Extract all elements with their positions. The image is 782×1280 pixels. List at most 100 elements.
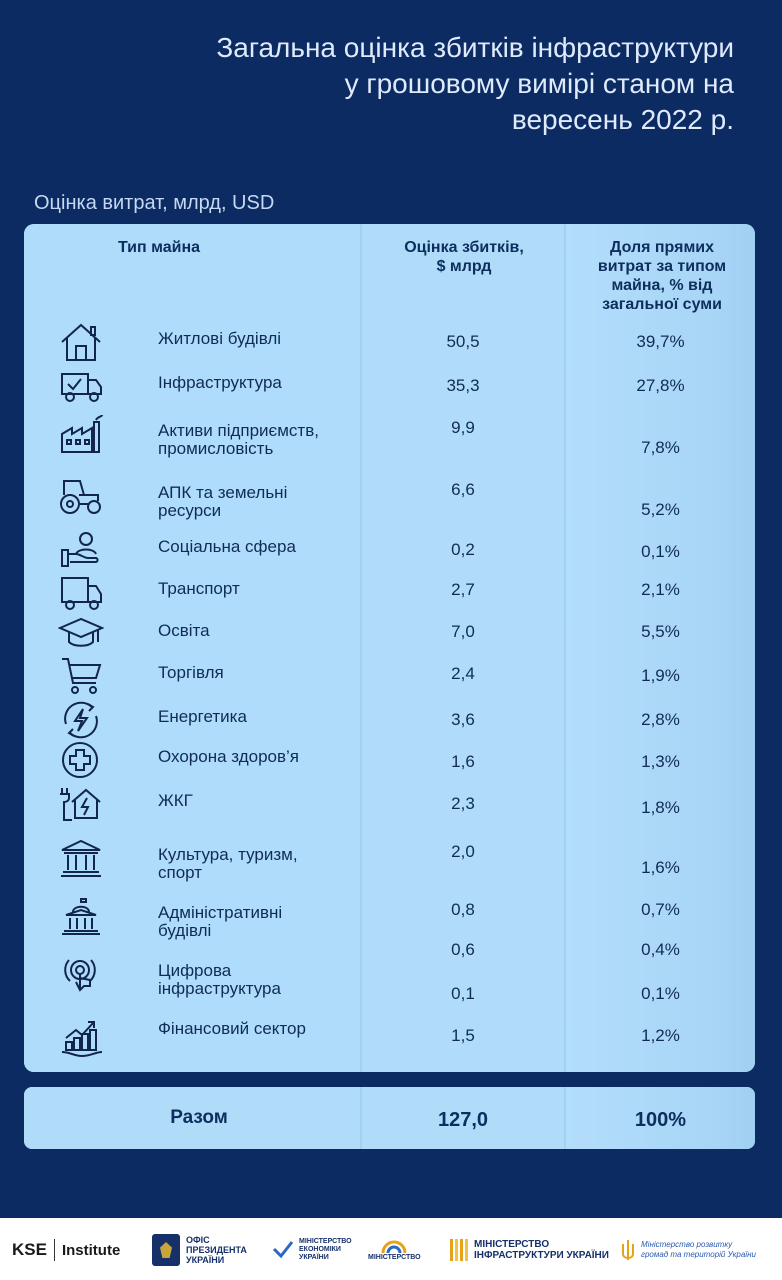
- row-label-line-1: Культура, туризм,: [158, 845, 298, 864]
- table-row: 0,1 0,1%: [24, 984, 755, 1032]
- digital-touch-icon: [58, 956, 108, 996]
- finance-growth-icon: [58, 1018, 108, 1058]
- table-row: Освіта 7,0 5,5%: [24, 614, 755, 654]
- header-share-line-4: загальної суми: [602, 296, 722, 313]
- row-label-line-2: ресурси: [158, 501, 222, 520]
- header-share-line-2: витрат за типом: [597, 258, 727, 275]
- table-row: Енергетика 3,6 2,8%: [24, 700, 755, 740]
- row-value: 0,6: [451, 940, 475, 959]
- row-label-line-1: Цифрова: [158, 961, 232, 980]
- row-label: Енергетика: [158, 708, 358, 726]
- row-value: 2,3: [451, 794, 475, 813]
- table-row: Охорона здоров’я 1,6 1,3%: [24, 740, 755, 780]
- row-share: 0,7%: [641, 900, 680, 919]
- row-value: 35,3: [446, 376, 480, 395]
- title-line-3: вересень 2022 р.: [511, 104, 734, 135]
- row-value: 2,4: [451, 664, 475, 683]
- total-row: Разом 127,0 100%: [24, 1087, 755, 1149]
- row-label: ЖКГ: [158, 792, 358, 810]
- table-row: Інфраструктура 35,3 27,8%: [24, 366, 755, 406]
- row-share: 7,8%: [641, 438, 680, 457]
- office-president-logo: ОФІС ПРЕЗИДЕНТА УКРАЇНИ: [152, 1230, 256, 1270]
- row-label-line-1: ЖКГ: [158, 791, 193, 810]
- table-row: Транспорт 2,7 2,1%: [24, 572, 755, 612]
- me-line-3: УКРАЇНИ: [299, 1254, 329, 1261]
- checkmark-icon: [272, 1241, 294, 1259]
- mi-line-2: ІНФРАСТРУКТУРИ УКРАЇНИ: [474, 1250, 609, 1261]
- kse-logo-text: KSE: [12, 1240, 47, 1259]
- row-label-line-1: Торгівля: [158, 663, 224, 682]
- row-value: 9,9: [451, 418, 475, 437]
- ministry-communities-logo: Міністерство розвитку громад та територі…: [620, 1230, 771, 1270]
- table-row: ЖКГ 2,3 1,8%: [24, 784, 755, 824]
- shopping-cart-icon: [58, 656, 108, 696]
- row-label-line-1: Фінансовий сектор: [158, 1019, 306, 1038]
- table-row: Житлові будівлі 50,5 39,7%: [24, 322, 755, 362]
- table-row: АПК та земельні ресурси 6,6 5,2%: [24, 476, 755, 520]
- row-value: 2,0: [451, 842, 475, 861]
- total-value: 127,0: [437, 1109, 489, 1131]
- row-value: 0,1: [451, 984, 475, 1003]
- office-president-text: ОФІС ПРЕЗИДЕНТА УКРАЇНИ: [186, 1235, 256, 1265]
- row-label-line-1: Енергетика: [158, 707, 247, 726]
- table-subtitle: Оцінка витрат, млрд, USD: [34, 192, 275, 214]
- title-line-2: у грошовому вимірі станом на: [344, 68, 734, 99]
- column-share-bg: [566, 224, 755, 1072]
- row-label-line-2: будівлі: [158, 921, 212, 940]
- row-share: 5,2%: [641, 500, 680, 519]
- tractor-icon: [58, 476, 108, 516]
- row-value: 50,5: [446, 332, 480, 351]
- row-share: 2,8%: [641, 710, 680, 729]
- header-share: Доля прямих витрат за типом майна, % від…: [576, 238, 748, 314]
- ministry-infrastructure-text: МІНІСТЕРСТВО ІНФРАСТРУКТУРИ УКРАЇНИ: [474, 1239, 624, 1261]
- row-value: 6,6: [451, 480, 475, 499]
- row-value: 1,6: [451, 752, 475, 771]
- trident-seal-icon: [152, 1234, 180, 1266]
- row-label: Адміністративні будівлі: [158, 904, 358, 940]
- row-share: 39,7%: [636, 332, 685, 351]
- page-title: Загальна оцінка збитків інфраструктури у…: [134, 30, 734, 138]
- mi-line-1: МІНІСТЕРСТВО: [474, 1239, 550, 1250]
- ministry-emblem-logo: МІНІСТЕРСТВО: [368, 1230, 421, 1270]
- header-loss-line-2: $ млрд: [436, 258, 492, 275]
- row-share: 5,5%: [641, 622, 680, 641]
- total-loss-bg: [362, 1087, 564, 1149]
- op-line-2: ПРЕЗИДЕНТА: [186, 1245, 247, 1255]
- kse-institute-logo: KSE Institute: [12, 1230, 120, 1270]
- row-share: 27,8%: [636, 376, 685, 395]
- ministry-economy-logo: МІНІСТЕРСТВО ЕКОНОМІКИ УКРАЇНИ: [272, 1230, 369, 1270]
- row-label-line-1: Транспорт: [158, 579, 240, 598]
- table-row: Активи підприємств, промисловість 9,9 7,…: [24, 414, 755, 458]
- mr-line-2: громад та територій України: [641, 1250, 756, 1259]
- social-care-icon: [58, 530, 108, 570]
- energy-icon: [58, 700, 108, 740]
- row-value: 3,6: [451, 710, 475, 729]
- row-value: 7,0: [451, 622, 475, 641]
- truck-check-icon: [58, 366, 108, 406]
- row-share: 1,8%: [641, 798, 680, 817]
- ministry-communities-text: Міністерство розвитку громад та територі…: [641, 1240, 771, 1260]
- table-row: Адміністративні будівлі 0,8 0,7%: [24, 896, 755, 940]
- row-label: АПК та земельні ресурси: [158, 484, 358, 520]
- damage-table: Тип майна Оцінка збитків, $ млрд Доля пр…: [24, 224, 755, 1072]
- row-share: 1,3%: [641, 752, 680, 771]
- row-label: Активи підприємств, промисловість: [158, 422, 358, 458]
- graduation-cap-icon: [57, 614, 108, 654]
- row-label: Фінансовий сектор: [158, 1020, 358, 1038]
- factory-icon: [58, 414, 108, 454]
- op-line-3: УКРАЇНИ: [186, 1255, 225, 1265]
- row-label: Соціальна сфера: [158, 538, 358, 556]
- row-label-line-1: Освіта: [158, 621, 210, 640]
- partner-logos-footer: KSE Institute ОФІС ПРЕЗИДЕНТА УКРАЇНИ МІ…: [0, 1218, 782, 1280]
- row-label: Житлові будівлі: [158, 330, 358, 348]
- bars-icon: [450, 1239, 468, 1261]
- row-label-line-1: Соціальна сфера: [158, 537, 296, 556]
- me-line-1: МІНІСТЕРСТВО: [299, 1238, 352, 1245]
- total-share: 100%: [634, 1109, 687, 1131]
- row-label-line-1: Адміністративні: [158, 903, 283, 922]
- row-label: Торгівля: [158, 664, 358, 682]
- row-label: Охорона здоров’я: [158, 748, 358, 766]
- government-building-icon: [58, 896, 108, 936]
- medical-cross-icon: [58, 740, 108, 780]
- table-row: Фінансовий сектор 1,5 1,2%: [24, 1018, 755, 1058]
